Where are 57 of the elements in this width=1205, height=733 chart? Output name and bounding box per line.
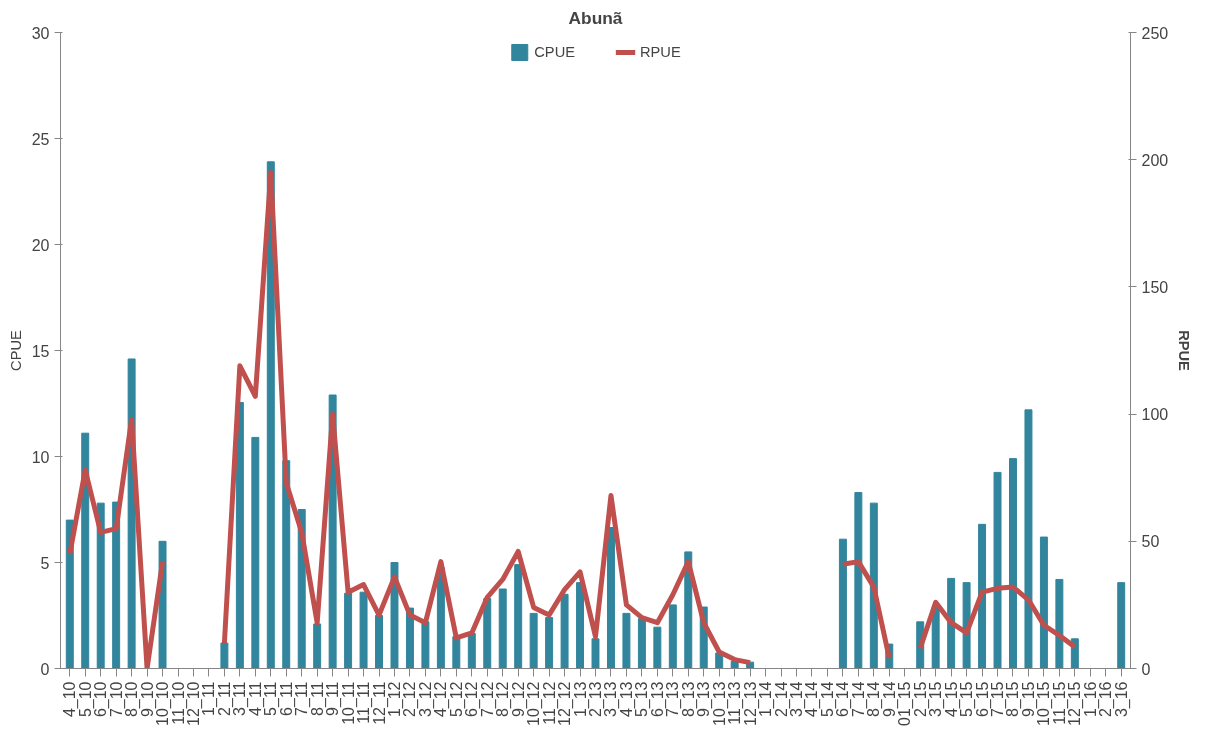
y2-axis-title: RPUE	[1176, 330, 1193, 372]
bar	[869, 502, 878, 669]
bar	[1117, 582, 1126, 669]
bar	[344, 592, 353, 669]
bar	[622, 612, 631, 669]
bar	[81, 432, 90, 669]
bar	[498, 588, 507, 669]
bar	[606, 527, 615, 669]
bar	[65, 519, 74, 669]
bar	[251, 436, 260, 669]
bar	[1024, 409, 1033, 669]
bar	[452, 636, 461, 669]
bar	[854, 492, 863, 669]
bar	[993, 471, 1002, 669]
bar	[235, 401, 244, 669]
bar	[978, 523, 987, 669]
y-tick-label: 0	[40, 660, 50, 678]
bar	[576, 582, 585, 669]
y2-tick-label: 200	[1141, 151, 1169, 169]
bar	[220, 642, 229, 669]
bar	[421, 621, 430, 669]
y-tick-label: 15	[31, 342, 50, 360]
bar	[1009, 458, 1017, 669]
bar	[375, 615, 384, 669]
bar	[947, 577, 956, 669]
bar	[545, 617, 554, 669]
bar	[1055, 578, 1064, 669]
y2-tick-label: 150	[1141, 278, 1169, 296]
bar	[529, 612, 538, 669]
bar	[359, 591, 368, 669]
y2-tick-label: 100	[1141, 406, 1169, 424]
bar	[653, 626, 662, 669]
bar	[560, 593, 569, 669]
y-tick-label: 10	[31, 448, 50, 466]
y-tick-label: 30	[31, 24, 50, 42]
y-axis-title: CPUE	[7, 329, 24, 371]
y-tick-label: 5	[40, 554, 50, 572]
y2-tick-label: 250	[1141, 24, 1169, 42]
bar	[931, 606, 940, 669]
chart-title: Abunã	[568, 7, 623, 28]
bar	[467, 633, 476, 669]
x-tick-label: 2_13	[587, 681, 605, 718]
bar	[591, 638, 600, 669]
bar	[637, 618, 646, 669]
bar	[668, 604, 677, 669]
y2-tick-label: 50	[1141, 533, 1160, 551]
bar	[96, 502, 105, 669]
bar	[1039, 536, 1048, 669]
bar	[483, 598, 492, 669]
y-tick-label: 25	[31, 130, 50, 148]
y2-tick-label: 0	[1141, 660, 1151, 678]
y-tick-label: 20	[31, 236, 50, 254]
bar	[313, 623, 322, 669]
bar	[838, 538, 847, 669]
legend-label: CPUE	[534, 44, 575, 60]
legend-label: RPUE	[640, 44, 681, 60]
bar	[514, 564, 523, 669]
